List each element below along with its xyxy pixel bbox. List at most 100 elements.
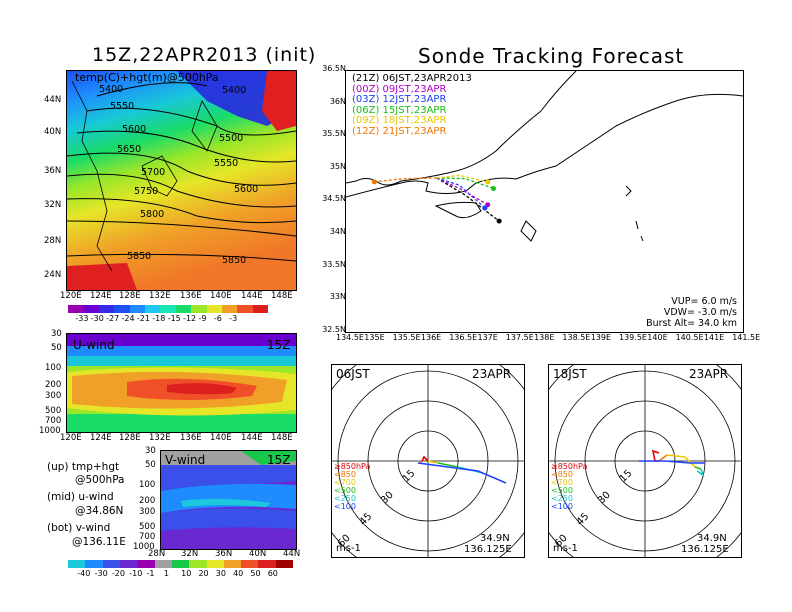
lat-tick: 36.5N bbox=[322, 64, 346, 73]
p-tick: 1000 bbox=[39, 426, 61, 436]
track-endpoint bbox=[485, 202, 491, 208]
v-wind-label: V-wind bbox=[165, 453, 206, 467]
colorbar-segment bbox=[154, 560, 172, 568]
u-wind-panel: U-wind 15Z bbox=[66, 333, 297, 433]
hodo-trace bbox=[437, 462, 459, 468]
lon-tick: 140E bbox=[210, 291, 232, 301]
lon-tick: 120E bbox=[60, 433, 82, 443]
p-tick: 100 bbox=[45, 363, 62, 373]
map-label: temp(C)+hgt(m)@500hPa bbox=[75, 71, 219, 84]
colorbar-segment bbox=[191, 305, 207, 313]
colorbar-tick: -40 bbox=[77, 569, 91, 578]
lat-tick: 36N bbox=[215, 549, 233, 559]
lon-tick: 140E bbox=[647, 333, 668, 342]
contour-label: 5600 bbox=[234, 184, 259, 195]
colorbar-segment bbox=[114, 305, 130, 313]
colorbar-segment bbox=[189, 560, 207, 568]
lat-tick: 35.5N bbox=[322, 129, 346, 139]
lon-tick: 140E bbox=[210, 433, 232, 443]
hodo-date: 23APR bbox=[689, 367, 729, 381]
colorbar-segment bbox=[175, 305, 192, 313]
lon-tick: 132E bbox=[149, 433, 171, 443]
hodo-legend-item: <700 bbox=[334, 478, 356, 487]
colorbar-tick: -12 bbox=[183, 314, 197, 323]
colorbar-segment bbox=[83, 305, 99, 313]
hodo-unit: ms-1 bbox=[553, 543, 578, 554]
hodo-legend-item: <500 bbox=[551, 486, 573, 495]
lon-tick: 137.5E bbox=[505, 333, 534, 342]
contour-label: 5550 bbox=[110, 101, 135, 112]
hodo-legend-item: <850 bbox=[334, 470, 356, 479]
colorbar-tick: -9 bbox=[198, 314, 207, 323]
colorbar-segment bbox=[129, 305, 145, 313]
track-endpoint bbox=[490, 185, 496, 191]
lat-tick: 33.5N bbox=[322, 259, 346, 269]
colorbar-segment bbox=[206, 560, 224, 568]
colorbar-tick: -21 bbox=[136, 314, 150, 323]
hodo-unit: ms-1 bbox=[336, 543, 361, 554]
p-tick: 700 bbox=[139, 532, 156, 542]
colorbar-tick: 60 bbox=[267, 569, 278, 578]
hodo-lat: 34.9N bbox=[697, 533, 727, 544]
lon-tick: 138.5E bbox=[562, 333, 591, 342]
track-line bbox=[436, 177, 486, 209]
lat-tick: 35N bbox=[329, 161, 346, 171]
track-endpoint bbox=[482, 205, 488, 211]
hodo-ring-label: 45 bbox=[575, 511, 592, 528]
lat-tick: 36N bbox=[329, 96, 346, 106]
hodo-trace bbox=[421, 455, 429, 462]
legend-mid: (mid) u-wind bbox=[47, 491, 114, 503]
launch-legend-item: (03Z) 12JST,23APR bbox=[352, 94, 447, 105]
v-wind-heatmap bbox=[161, 451, 296, 549]
hodo-legend-item: <250 bbox=[334, 494, 356, 503]
v-wind-panel: V-wind 15Z bbox=[160, 450, 297, 550]
colorbar-tick: -3 bbox=[229, 314, 238, 323]
colorbar-segment bbox=[206, 305, 222, 313]
temp-heatmap bbox=[67, 71, 296, 290]
colorbar-segment bbox=[171, 560, 190, 568]
lat-tick: 36N bbox=[44, 166, 62, 176]
vdw-param: VDW= -3.0 m/s bbox=[663, 307, 737, 318]
colorbar-tick: -10 bbox=[129, 569, 143, 578]
p-tick: 50 bbox=[145, 460, 156, 470]
p-tick: 500 bbox=[45, 406, 62, 416]
p-tick: 200 bbox=[45, 380, 62, 390]
p-tick: 300 bbox=[45, 391, 62, 401]
lon-tick: 136E bbox=[180, 433, 202, 443]
lat-tick: 32N bbox=[181, 549, 199, 559]
launch-legend-item: (12Z) 21JST,23APR bbox=[352, 125, 447, 137]
legend-bot: (bot) v-wind bbox=[47, 522, 111, 534]
colorbar-segment bbox=[68, 305, 84, 313]
lon-tick: 148E bbox=[271, 291, 293, 301]
lat-tick: 33N bbox=[329, 292, 346, 302]
p-tick: 30 bbox=[145, 446, 156, 456]
hodo-legend-item: <100 bbox=[334, 502, 356, 511]
main-title: Sonde Tracking Forecast bbox=[418, 44, 685, 68]
p-tick: 300 bbox=[139, 507, 156, 517]
lon-tick: 136E bbox=[420, 333, 442, 342]
u-wind-label: U-wind bbox=[73, 338, 115, 352]
contour-label: 5800 bbox=[140, 209, 165, 220]
colorbar-segment bbox=[85, 560, 103, 568]
colorbar-tick: -1 bbox=[146, 569, 155, 578]
p-tick: 30 bbox=[51, 329, 62, 339]
temp-colorbar-ticks: -33 -30 -27 -24 -21 -18 -15 -12 -9 -6 -3 bbox=[68, 314, 298, 326]
lat-tick: 44N bbox=[44, 95, 62, 105]
hodo-ring-label: 30 bbox=[379, 490, 396, 507]
launch-legend-item: (06Z) 15JST,23APR bbox=[352, 104, 447, 116]
hodo-trace bbox=[694, 466, 702, 470]
colorbar-segment bbox=[160, 305, 176, 313]
colorbar-tick: -24 bbox=[121, 314, 135, 323]
lat-tick: 40N bbox=[249, 549, 267, 559]
hodo-legend-item: ≥850hPa bbox=[551, 462, 588, 471]
lon-tick: 136E bbox=[180, 291, 202, 301]
track-line bbox=[436, 177, 489, 206]
lon-tick: 148E bbox=[271, 433, 293, 443]
colorbar-tick: -20 bbox=[111, 569, 125, 578]
v-wind-time: 15Z bbox=[267, 453, 291, 467]
lon-tick: 124E bbox=[90, 291, 112, 301]
contour-label: 5850 bbox=[222, 255, 247, 266]
legend-bot2: @136.11E bbox=[72, 536, 126, 548]
contour-label: 5400 bbox=[99, 84, 124, 95]
